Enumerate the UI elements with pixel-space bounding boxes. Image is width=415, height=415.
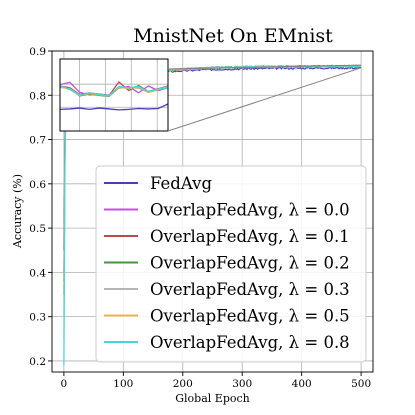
x-tick-label: 300 [232, 378, 252, 390]
x-tick-label: 400 [292, 378, 312, 390]
legend-label: OverlapFedAvg, λ = 0.1 [150, 227, 350, 246]
y-tick-label: 0.4 [29, 267, 46, 279]
inset-background [60, 59, 168, 131]
legend-label: OverlapFedAvg, λ = 0.5 [150, 307, 350, 326]
legend-label: OverlapFedAvg, λ = 0.2 [150, 254, 350, 273]
x-tick-label: 500 [351, 378, 371, 390]
y-tick-label: 0.9 [29, 46, 46, 58]
inset-connector [167, 67, 362, 132]
x-tick-label: 0 [61, 378, 68, 390]
plot-frame [51, 50, 374, 373]
y-axis-label: Accuracy (%) [11, 174, 24, 249]
legend-label: OverlapFedAvg, λ = 0.0 [150, 201, 350, 220]
legend-label: OverlapFedAvg, λ = 0.8 [150, 333, 350, 352]
chart-title: MnistNet On EMnist [133, 25, 333, 47]
inset-connector [167, 64, 362, 70]
legend-label: OverlapFedAvg, λ = 0.3 [150, 280, 350, 299]
y-tick-label: 0.2 [29, 356, 46, 368]
legend-label: FedAvg [150, 174, 212, 193]
legend: FedAvg OverlapFedAvg, λ = 0.0 OverlapFedAv… [95, 165, 367, 363]
x-axis-label: Global Epoch [175, 392, 249, 405]
y-tick-label: 0.3 [29, 312, 46, 324]
x-tick-label: 100 [113, 378, 133, 390]
x-tick-label: 200 [173, 378, 193, 390]
inset-series-line [59, 84, 169, 97]
inset [59, 58, 362, 132]
y-tick-label: 0.6 [29, 179, 46, 191]
y-tick-label: 0.8 [29, 90, 46, 102]
legend-box [95, 165, 367, 363]
y-tick-label: 0.7 [29, 135, 46, 147]
ticks: 0 100 200 300 400 500 0.2 0.3 0.4 0.5 0.6 0.7 0.8 0.9 [29, 46, 371, 390]
inset-series-line [59, 103, 169, 111]
y-tick-label: 0.5 [29, 223, 46, 235]
inset-frame [59, 58, 169, 132]
